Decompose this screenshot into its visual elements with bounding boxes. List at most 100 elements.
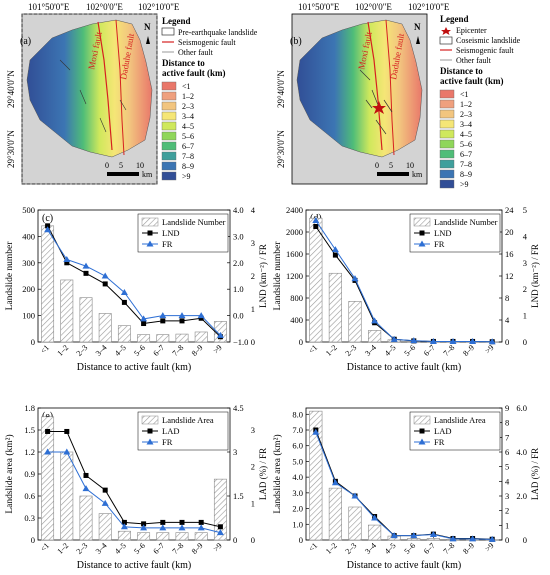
map-b-lat-tick-1: 29°40'0"N (276, 70, 286, 108)
category-label: 4–5 (113, 343, 128, 358)
left-tick-label: 1.0 (292, 519, 303, 529)
map-a-legend-item-2: Seismogenic fault (178, 38, 236, 47)
map-a-fault-2 (115, 19, 125, 156)
point (198, 315, 204, 321)
map-b-landslide-outlines (359, 69, 393, 135)
legend-marker (147, 230, 153, 236)
right-tick-label: 9 (505, 403, 509, 413)
point (121, 519, 127, 525)
category-label: 3–4 (363, 343, 378, 358)
left-tick-label: 100 (22, 311, 35, 321)
left-tick-label: 8.0 (292, 409, 303, 419)
point (390, 335, 398, 342)
distance-class-swatch (161, 151, 177, 161)
distance-class-label: <1 (460, 90, 469, 99)
fr-tick-label: 2 (251, 462, 255, 472)
fr-tick-label: 3 (251, 425, 255, 435)
series-line (47, 451, 221, 534)
point (83, 472, 89, 478)
right-tick-label: 20 (505, 227, 514, 237)
category-label: 2–3 (75, 541, 90, 556)
point (390, 532, 398, 539)
right-tick-label: 0 (233, 535, 237, 545)
category-label: 4–5 (383, 541, 398, 556)
legend-label: Landslide Number (434, 217, 498, 227)
category-label: 6–7 (151, 541, 166, 556)
point (410, 337, 418, 344)
map-a-scale-tick-10: 10 (136, 161, 144, 170)
left-tick-label: 400 (22, 231, 35, 241)
fr-tick-label: 0 (523, 337, 527, 347)
map-b-scale-tick-0: 0 (375, 161, 379, 170)
bar (348, 300, 362, 343)
distance-class-label: 4–5 (182, 122, 194, 131)
category-label: 1–2 (55, 343, 70, 358)
point (44, 448, 52, 455)
right-tick-label: 12 (505, 271, 514, 281)
point (45, 428, 51, 434)
legend-label: Landslide Number (162, 217, 226, 227)
map-b-distance-title-1: Distance to (440, 66, 483, 76)
category-label: <1 (307, 541, 319, 553)
fr-tick-label: 4 (251, 205, 256, 215)
right-tick-label: 6 (505, 447, 509, 457)
map-b-scale-tick-10: 10 (406, 161, 414, 170)
right-tick-label: 3 (233, 447, 237, 457)
left-tick-label: 1.5 (24, 425, 35, 435)
distance-class-label: <1 (182, 82, 191, 91)
map-b-north-arrow: N (414, 22, 421, 32)
map-a-north-arrow: N (144, 22, 151, 32)
distance-class-label: 6–7 (182, 142, 194, 151)
left-tick-label: 7.0 (292, 425, 303, 435)
right-tick-label: 4.5 (233, 403, 244, 413)
point (140, 315, 148, 322)
point (63, 448, 71, 455)
legend-bar-swatch (413, 415, 431, 425)
point (312, 217, 320, 224)
legend-label: LND (434, 228, 451, 238)
left-tick-label: 5.0 (292, 456, 303, 466)
right-tick-label: 2 (505, 506, 509, 516)
point (332, 252, 338, 258)
right-tick-label: 24 (505, 205, 514, 215)
left-tick-label: 300 (22, 258, 35, 268)
point (449, 535, 457, 542)
chart-panel-d: (d)0400800120016002000240004812162024012… (273, 205, 540, 373)
legend-marker (419, 428, 425, 434)
distance-class-swatch (161, 111, 177, 121)
map-b-fault-2 (385, 19, 395, 156)
plot-frame (305, 407, 503, 541)
legend-marker (146, 438, 154, 445)
point (159, 524, 167, 531)
point (216, 529, 224, 536)
y-axis-title-left: Landslide area (km²) (272, 434, 283, 513)
distance-class-label: >9 (460, 180, 469, 189)
point (488, 535, 496, 542)
y-axis-title-right: LND (km⁻²) / FR (258, 244, 268, 308)
chart-panel-f: (f)01.02.03.04.05.06.07.08.0012345678902… (272, 403, 540, 571)
point (64, 260, 70, 266)
distance-class-label: 7–8 (460, 160, 472, 169)
category-label: >9 (211, 541, 223, 553)
bar (309, 410, 323, 541)
bar (79, 297, 93, 343)
map-b-lat-tick-2: 29°30'0"N (276, 130, 286, 168)
left-tick-label: 3.0 (292, 488, 303, 498)
bar (137, 532, 151, 541)
right-tick-label: −1.0 (233, 337, 248, 347)
map-b-scale-unit: km (412, 170, 423, 179)
map-b-legend-title: Legend (440, 14, 469, 24)
left-tick-label: 1600 (286, 249, 303, 259)
distance-class-label: 3–4 (460, 120, 472, 129)
x-axis-title: Distance to active fault (km) (77, 362, 191, 373)
right-tick-label: 3.0 (233, 231, 244, 241)
point (371, 514, 379, 521)
map-a-distance-title-2: active fault (km) (162, 68, 225, 78)
chart-panel-c: (c) 0 100 200 300 400 500 −1.0 0.0 1.0 2.0 3.0 4.0 0 1… (5, 205, 268, 373)
bar (175, 333, 189, 343)
bar (156, 532, 170, 541)
left-tick-label: 200 (22, 284, 35, 294)
category-label: 3–4 (94, 343, 109, 358)
map-a-legend-item-1: Pre-earthquake landslide (178, 28, 258, 37)
legend-label: LAD (434, 426, 451, 436)
